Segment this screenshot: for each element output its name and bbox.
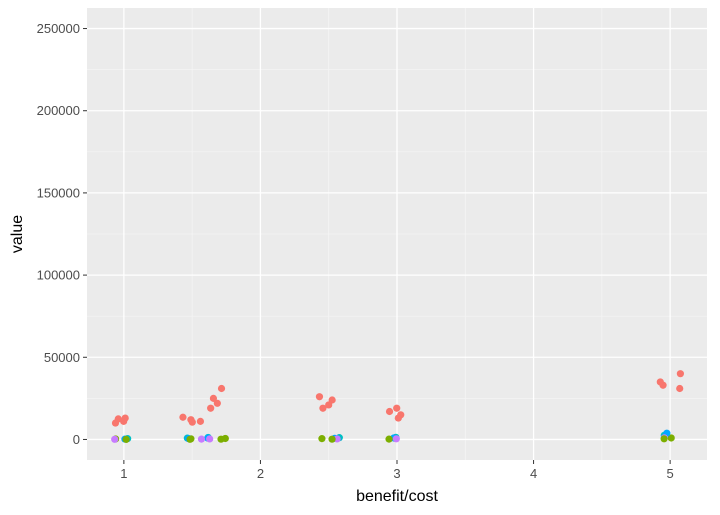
- data-point: [179, 413, 187, 421]
- data-point: [121, 414, 129, 422]
- data-point: [676, 384, 684, 393]
- data-point: [209, 394, 218, 402]
- y-tick-label: 50000: [44, 350, 80, 365]
- x-tick-label: 5: [667, 466, 674, 481]
- data-point: [315, 393, 324, 401]
- data-point: [207, 404, 215, 412]
- data-point: [197, 435, 206, 443]
- y-tick-label: 150000: [37, 185, 80, 200]
- data-point: [188, 418, 196, 426]
- data-point: [111, 435, 119, 443]
- data-point: [196, 417, 205, 425]
- data-point: [676, 370, 684, 378]
- data-point: [217, 435, 225, 443]
- data-point: [325, 401, 333, 409]
- data-point: [213, 399, 221, 407]
- data-point: [385, 407, 394, 416]
- data-point: [206, 435, 214, 443]
- data-point: [656, 378, 664, 386]
- x-tick-label: 4: [530, 466, 537, 481]
- x-tick-label: 1: [120, 466, 127, 481]
- x-axis-title: benefit/cost: [356, 488, 438, 505]
- data-points: [111, 370, 684, 443]
- y-tick-label: 250000: [37, 21, 80, 36]
- data-point: [328, 435, 336, 443]
- data-point: [122, 435, 130, 443]
- y-tick-label: 200000: [37, 103, 80, 118]
- data-point: [217, 384, 226, 393]
- x-tick-label: 2: [257, 466, 264, 481]
- data-point: [333, 435, 341, 443]
- data-point: [385, 435, 393, 443]
- x-axis-ticks: 1 2 3 4 5: [120, 460, 674, 481]
- data-point: [186, 435, 194, 443]
- y-axis-ticks: 0 50000 100000 150000 200000 250000: [37, 21, 87, 447]
- data-point: [667, 434, 675, 442]
- y-tick-label: 100000: [37, 268, 80, 283]
- data-point: [114, 415, 122, 423]
- x-tick-label: 3: [393, 466, 400, 481]
- data-point: [319, 404, 327, 412]
- data-point: [394, 414, 402, 422]
- data-point: [393, 404, 401, 412]
- y-tick-label: 0: [73, 432, 80, 447]
- data-point: [660, 435, 668, 443]
- y-axis-title: value: [9, 215, 26, 253]
- data-point: [318, 435, 326, 443]
- data-point: [392, 435, 400, 443]
